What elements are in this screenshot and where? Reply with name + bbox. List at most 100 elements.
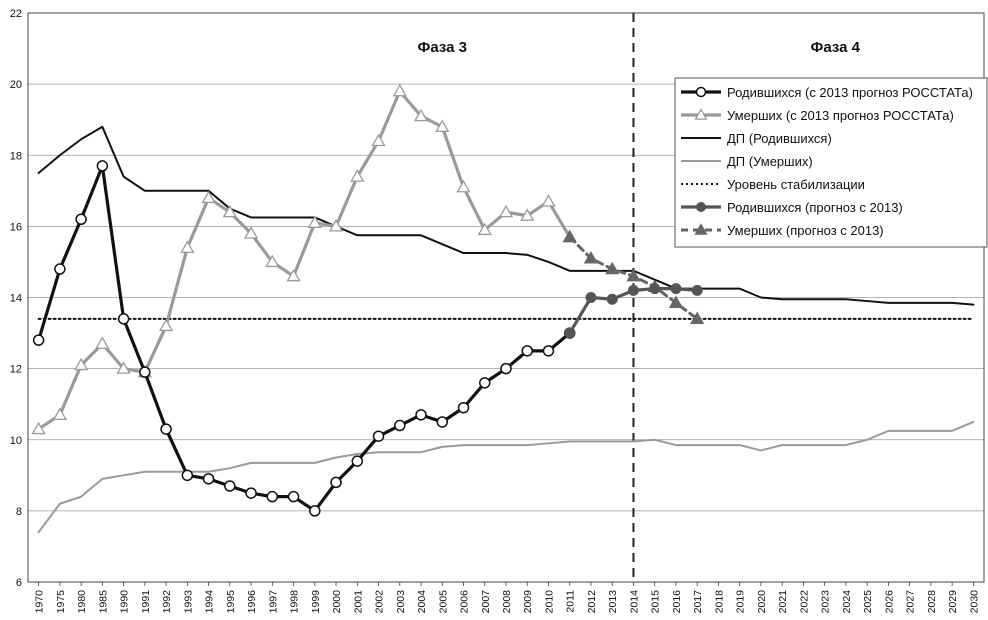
x-tick-label: 2026	[883, 590, 895, 614]
series-7	[562, 229, 705, 324]
data-point	[670, 283, 682, 295]
y-axis-ticks: 6 8 10 12 14 16 18 20 22	[10, 8, 22, 589]
data-point	[479, 377, 491, 389]
phase-3-annotation: Фаза 3	[418, 39, 467, 56]
legend: Родившихся (с 2013 прогноз РОССТАТа) Умер…	[674, 77, 988, 248]
data-point	[520, 208, 535, 221]
y-tick-label: 6	[16, 577, 22, 589]
x-tick-label: 2007	[480, 590, 492, 614]
data-point	[627, 284, 639, 296]
x-tick-label: 1998	[289, 590, 301, 614]
series-2	[31, 83, 577, 435]
data-point	[521, 345, 533, 357]
legend-label: Умерших (прогноз с 2013)	[727, 223, 884, 238]
x-tick-label: 2028	[926, 590, 938, 614]
data-point	[436, 416, 449, 428]
x-tick-label: 1992	[161, 590, 173, 614]
x-tick-label: 2005	[437, 590, 449, 614]
data-point	[694, 108, 708, 120]
y-tick-label: 16	[10, 221, 22, 233]
data-point	[224, 480, 236, 492]
x-tick-label: 1970	[34, 590, 46, 614]
data-point	[309, 505, 321, 517]
plot-area	[27, 12, 985, 583]
x-tick-label: 2002	[374, 590, 386, 614]
x-tick-label: 2014	[628, 590, 640, 614]
series-layer	[31, 83, 975, 534]
data-point	[266, 490, 279, 503]
x-tick-label: 2029	[947, 590, 959, 614]
x-tick-label: 1995	[225, 590, 237, 614]
data-point	[202, 473, 215, 485]
x-tick-label: 1991	[140, 590, 152, 614]
legend-label: ДП (Родившихся)	[727, 131, 832, 146]
data-point	[31, 421, 46, 435]
x-tick-label: 1994	[204, 590, 216, 614]
series-4	[37, 420, 975, 534]
data-point	[222, 204, 237, 218]
x-tick-label: 1996	[246, 590, 258, 614]
y-tick-label: 20	[10, 79, 22, 91]
data-point	[75, 213, 87, 226]
data-point	[457, 401, 470, 414]
x-tick-label: 2023	[820, 590, 832, 614]
data-point	[328, 219, 344, 232]
data-point	[351, 455, 364, 467]
x-tick-label: 1975	[55, 590, 67, 614]
data-point	[541, 194, 556, 207]
data-point	[626, 268, 641, 282]
legend-box	[674, 77, 988, 248]
data-point	[160, 423, 172, 435]
data-point	[52, 407, 67, 421]
x-tick-label: 2017	[692, 590, 704, 614]
x-tick-label: 2024	[841, 590, 853, 614]
data-point	[668, 295, 684, 308]
x-tick-label: 2018	[713, 590, 725, 614]
data-point	[54, 263, 66, 275]
y-tick-label: 14	[10, 293, 22, 305]
x-tick-label: 2000	[331, 590, 343, 614]
x-tick-label: 2012	[586, 590, 598, 614]
series-6	[564, 283, 703, 339]
data-point	[394, 419, 406, 432]
x-tick-label: 2011	[565, 590, 577, 613]
x-tick-label: 2022	[798, 590, 810, 614]
data-point	[243, 226, 259, 239]
x-tick-label: 2003	[395, 590, 407, 614]
x-tick-label: 2006	[459, 590, 471, 614]
data-point	[500, 362, 512, 375]
data-point	[96, 160, 109, 172]
x-tick-label: 2004	[416, 590, 428, 614]
x-tick-label: 2013	[607, 590, 619, 614]
data-point	[95, 336, 110, 349]
data-point	[585, 292, 597, 303]
data-point	[180, 240, 195, 253]
x-tick-label: 2027	[905, 590, 917, 614]
y-tick-label: 8	[16, 506, 22, 518]
series-line	[37, 125, 975, 306]
x-tick-label: 2020	[756, 590, 768, 614]
x-tick-label: 2019	[735, 590, 747, 614]
legend-label: Умерших (с 2013 прогноз РОССТАТа)	[727, 108, 954, 123]
data-point	[372, 430, 385, 442]
series-line	[37, 420, 975, 534]
data-point	[181, 469, 194, 482]
data-point	[564, 327, 576, 339]
x-tick-label: 1990	[119, 590, 131, 614]
y-tick-label: 12	[10, 364, 22, 376]
x-tick-label: 1980	[76, 590, 88, 614]
data-point	[201, 190, 216, 204]
data-point	[583, 251, 599, 264]
legend-label: ДП (Умерших)	[727, 154, 813, 169]
y-tick-label: 22	[10, 8, 22, 20]
data-point	[350, 169, 365, 182]
data-point	[435, 119, 450, 132]
x-tick-label: 2030	[968, 590, 980, 614]
x-tick-label: 2015	[650, 590, 662, 614]
data-point	[562, 229, 577, 243]
data-point	[371, 133, 386, 147]
data-point	[542, 345, 555, 357]
x-tick-label: 1985	[97, 590, 109, 614]
x-tick-label: 1997	[267, 590, 279, 614]
data-point	[32, 334, 45, 346]
